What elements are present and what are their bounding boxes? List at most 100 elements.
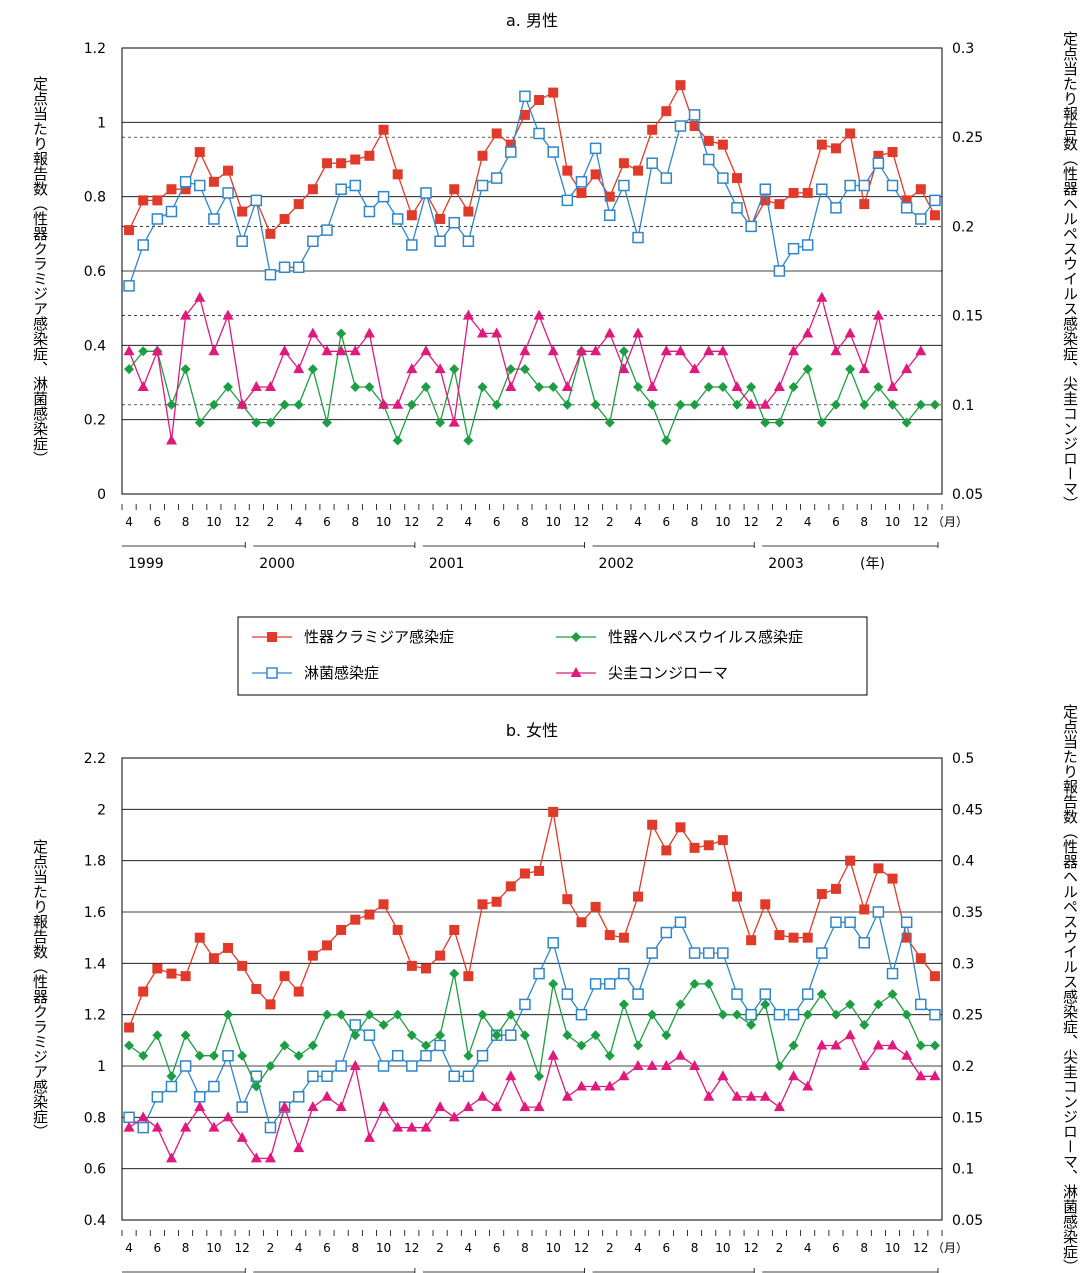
month-tick-label: 2 [267,1241,275,1255]
month-tick-label: 8 [182,515,190,529]
data-point [505,364,516,375]
data-point [406,1030,417,1041]
data-point [873,381,884,392]
y-tick-right: 0.4 [952,854,974,870]
month-tick-label: 6 [323,515,331,529]
data-point [377,190,390,203]
data-point [378,1019,389,1030]
data-point [618,932,629,943]
data-point [448,416,460,427]
data-point [661,106,672,117]
data-point [462,1070,475,1083]
data-point [264,1152,276,1163]
data-point [490,172,503,184]
data-point [208,176,219,187]
data-point [647,124,658,135]
data-point [236,1101,248,1113]
y-tick-left: 1.2 [84,1008,106,1024]
data-point [293,199,304,210]
month-tick-label: 4 [295,515,303,529]
month-tick-label: 6 [154,1241,162,1255]
data-point [137,380,149,391]
data-point [900,916,913,929]
data-point [222,1111,234,1122]
data-point [873,863,884,874]
data-point [717,381,728,392]
data-point [534,95,545,106]
data-point [759,1090,771,1101]
y-axis-title-right: 定点当たり報告数（性器ヘルペスウイルス感染症、尖圭コンジローマ、淋菌感染症） [1061,704,1079,1273]
series-3 [123,291,927,445]
data-point [264,268,277,281]
data-point [787,1008,800,1021]
data-point [901,1049,913,1060]
data-point [703,840,714,851]
data-point [519,109,530,120]
month-tick-label: 6 [832,515,840,529]
data-point [887,147,898,158]
data-point [547,937,559,949]
month-tick-label: 10 [546,515,561,529]
data-point [449,184,460,195]
legend-box [237,616,868,696]
data-point [124,225,135,236]
data-point [223,165,234,176]
data-point [816,889,827,900]
data-point [166,1071,177,1082]
series-line [128,83,936,235]
data-point [844,179,856,192]
data-point [392,1121,404,1132]
data-point [392,169,403,180]
data-point [293,1142,305,1153]
data-point [336,924,347,935]
month-unit: （月） [932,515,968,529]
data-point [844,1029,856,1040]
data-point [165,1152,177,1163]
data-point [632,988,644,1000]
data-point [618,363,630,374]
y-tick-right: 0.15 [952,1110,983,1126]
data-point [590,345,602,356]
series-line [128,909,936,1130]
data-point [151,1121,163,1132]
data-point [788,187,799,198]
year-label: 2003 [768,556,804,572]
data-point [887,399,898,410]
data-point [350,914,361,925]
data-point [901,417,912,428]
data-point [660,345,672,356]
month-tick-label: 4 [125,515,133,529]
month-tick-label: 10 [715,1241,730,1255]
data-point [647,1009,658,1020]
data-point [165,1080,178,1093]
data-point [688,109,701,121]
data-point [646,157,658,169]
data-point [576,917,587,928]
data-point [477,381,488,392]
data-point [251,1081,262,1092]
month-tick-label: 10 [376,515,391,529]
data-point [534,1071,545,1082]
data-point [123,280,135,292]
data-point [491,128,502,139]
data-point [646,947,658,959]
data-point [604,930,615,941]
data-point [236,235,248,248]
month-tick-label: 4 [125,1241,133,1255]
data-point [688,947,701,959]
data-point [519,364,530,375]
month-tick-label: 2 [436,1241,444,1255]
month-tick-label: 10 [546,1241,561,1255]
data-point [702,153,715,166]
data-point [208,1080,220,1093]
y-tick-left: 0.6 [84,264,106,280]
data-point [887,380,899,391]
month-tick-label: 8 [351,1241,359,1255]
month-tick-label: 12 [743,515,758,529]
data-point [391,213,404,225]
data-point [802,327,814,338]
data-point [236,398,248,409]
data-point [689,1060,701,1070]
data-point [703,135,714,146]
data-point [435,213,446,224]
